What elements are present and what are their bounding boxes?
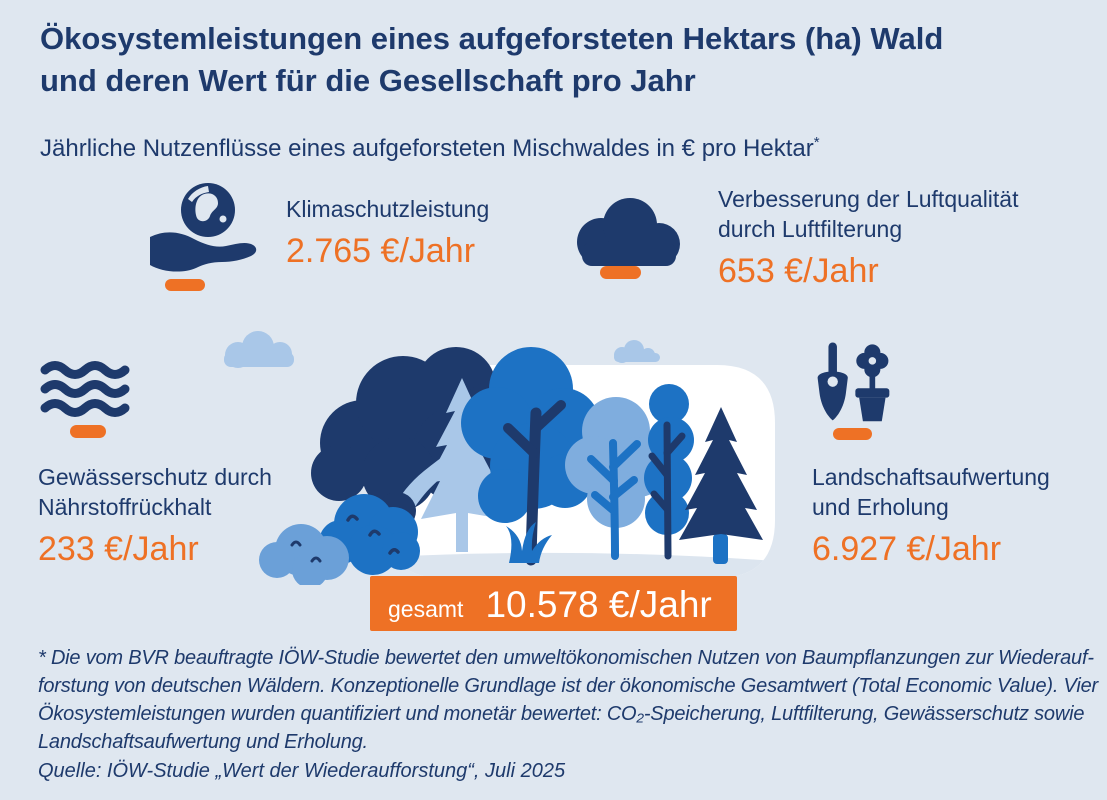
footnote-marker: * <box>813 134 820 151</box>
cloud-shape-left <box>224 331 294 368</box>
stat-label: Nährstoffrückhalt <box>38 494 212 520</box>
page-subtitle: Jährliche Nutzenflüsse eines aufgeforste… <box>40 134 820 162</box>
stat-gewaesserschutz: Gewässerschutz durch Nährstoffrückhalt 2… <box>38 462 272 570</box>
page-title-line2: und deren Wert für die Gesellschaft pro … <box>40 63 696 98</box>
footnote-line: * Die vom BVR beauftragte IÖW-Studie bew… <box>38 647 1094 669</box>
tall-tree <box>644 384 694 560</box>
stat-label: Gewässerschutz durch <box>38 464 272 490</box>
source-note: Quelle: IÖW-Studie „Wert der Wiederauffo… <box>38 760 566 782</box>
footnote-line: Landschaftsaufwertung und Erholung. <box>38 731 368 753</box>
grass-tuft <box>506 522 552 563</box>
shovel-flower-icon <box>817 342 890 422</box>
stat-label: durch Luftfilterung <box>718 216 903 242</box>
cloud-icon <box>577 198 680 266</box>
stat-value: 653 €/Jahr <box>718 252 879 290</box>
cloud-shape-right <box>614 340 660 363</box>
stat-label: Klimaschutzleistung <box>286 196 490 222</box>
waves-icon <box>40 361 130 417</box>
stat-luftqualitaet: Verbesserung der Luftqualität durch Luft… <box>718 184 1018 292</box>
bush-right <box>319 492 420 575</box>
bush-left <box>259 524 349 585</box>
blue-tree <box>461 347 600 566</box>
stat-klimaschutz: Klimaschutzleistung 2.765 €/Jahr <box>286 194 489 272</box>
stat-value: 6.927 €/Jahr <box>812 530 1002 568</box>
stat-label: Landschaftsaufwertung <box>812 464 1050 490</box>
stat-label: und Erholung <box>812 494 949 520</box>
stat-label: Verbesserung der Luftqualität <box>718 186 1019 212</box>
footnote-line: forstung von deutschen Wäldern. Konzepti… <box>38 675 1098 697</box>
accent-bar <box>833 428 872 440</box>
ground <box>385 552 775 578</box>
page-title: Ökosystemleistungen eines aufgeforsteten… <box>40 18 943 102</box>
total-banner: gesamt 10.578 €/Jahr <box>370 576 737 631</box>
total-label: gesamt <box>388 596 464 622</box>
forest-illustration <box>224 331 775 585</box>
accent-bar <box>165 279 205 291</box>
hand-globe-icon <box>150 183 257 272</box>
footnote-line: Ökosystemleistungen wurden quantifiziert… <box>38 703 1085 725</box>
stat-landschaft: Landschaftsaufwertung und Erholung 6.927… <box>812 462 1050 570</box>
stat-value: 233 €/Jahr <box>38 530 199 568</box>
stat-value: 2.765 €/Jahr <box>286 232 476 270</box>
total-value: 10.578 €/Jahr <box>485 584 712 625</box>
accent-bar <box>70 425 106 438</box>
page-title-line1: Ökosystemleistungen eines aufgeforsteten… <box>40 21 944 56</box>
footnote: * Die vom BVR beauftragte IÖW-Studie bew… <box>38 644 1098 756</box>
accent-bar <box>600 266 641 279</box>
navy-spruce-tree <box>679 407 763 564</box>
